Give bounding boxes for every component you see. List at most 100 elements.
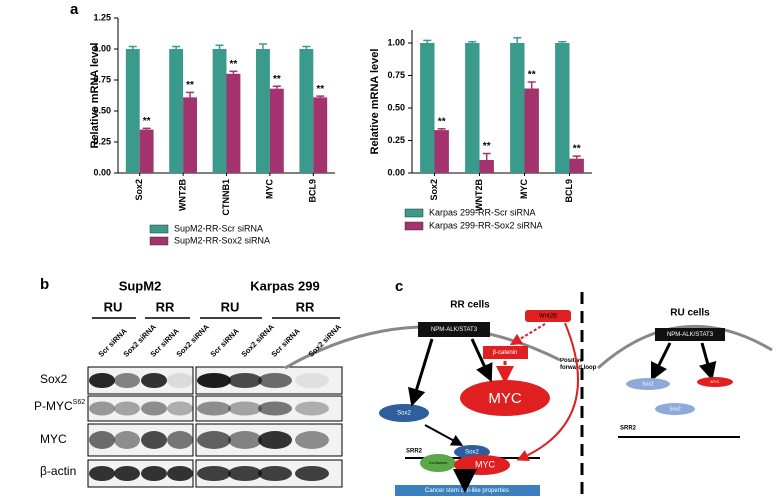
band (89, 431, 115, 449)
bar (465, 43, 480, 173)
bar (434, 130, 449, 173)
arrow (509, 323, 546, 346)
node (655, 403, 695, 415)
node-label: Wnt2B (539, 314, 557, 320)
row-text: P-MYC (34, 399, 73, 413)
arrow (516, 322, 579, 461)
y-tick-label: 0.50 (387, 102, 405, 112)
label: SRR2 (406, 449, 423, 455)
band (114, 401, 140, 416)
value-label: ** (230, 59, 238, 70)
band (89, 401, 115, 416)
band (167, 372, 193, 389)
band (197, 465, 231, 482)
y-tick-label: 0.00 (93, 167, 111, 177)
node-label: Sox2 (642, 381, 654, 387)
band (114, 431, 140, 449)
bar (269, 88, 284, 173)
band (258, 465, 292, 482)
row-label: MYC (40, 432, 67, 446)
band (197, 372, 231, 389)
legend-label: SupM2-RR-Sox2 siRNA (174, 235, 270, 245)
bar (555, 43, 570, 173)
band (141, 372, 167, 389)
band (295, 372, 329, 389)
x-tick-label: CTNNB1 (221, 179, 231, 216)
legend-swatch (149, 236, 169, 246)
bar (420, 43, 435, 173)
title: RR cells (450, 300, 490, 311)
subgroup-label: RR (156, 299, 175, 314)
band (295, 465, 329, 482)
membrane (597, 324, 773, 370)
band (295, 401, 329, 416)
bar (479, 160, 494, 173)
legend-label: Karpas 299-RR-Sox2 siRNA (429, 220, 543, 230)
subgroup-label: RU (221, 299, 240, 314)
arrow (408, 338, 434, 407)
lane-label: Sox2 siRNA (306, 322, 343, 359)
node (626, 378, 670, 390)
y-axis-label: Relative mRNA level (369, 49, 381, 155)
y-tick-label: 0.75 (387, 70, 405, 80)
bar (125, 49, 140, 173)
group-label: Karpas 299 (250, 278, 319, 293)
bar (183, 97, 197, 173)
node-label: Sox2 (465, 450, 479, 456)
node-label: β-catenin (493, 350, 518, 356)
value-label: ** (273, 74, 281, 85)
group-label: SupM2 (119, 278, 162, 293)
band (114, 372, 140, 389)
label: SRR2 (620, 426, 637, 432)
lane-label: Scr siRNA (269, 326, 302, 359)
x-tick-label: WNT2B (474, 179, 484, 211)
legend-label: SupM2-RR-Scr siRNA (174, 223, 263, 233)
row-label: P-MYCS62 (34, 399, 85, 413)
blot-frame (87, 395, 194, 422)
panel-b: b SupM2 Karpas 299 RU RR RU RR Sox2 P-MY… (34, 276, 343, 488)
band (141, 401, 167, 416)
x-tick-label: BCL9 (564, 179, 574, 203)
x-tick-label: BCL9 (308, 179, 318, 203)
blots (87, 366, 343, 488)
subgroup-label: RU (104, 299, 123, 314)
node (483, 346, 528, 359)
value-label: ** (438, 116, 446, 127)
y-tick-label: 1.00 (387, 37, 405, 47)
bar (299, 49, 314, 173)
row-label: Sox2 (40, 372, 68, 386)
value-label: ** (143, 116, 151, 127)
node-label: Sox2 (669, 406, 681, 412)
arrow (470, 338, 493, 383)
band (197, 401, 231, 416)
y-tick-label: 0.75 (93, 74, 111, 84)
node-label: MYC (711, 379, 720, 384)
legend-label: Karpas 299-RR-Scr siRNA (429, 207, 536, 217)
band (197, 431, 231, 449)
bar (510, 43, 525, 173)
band (89, 465, 115, 482)
node (418, 322, 490, 337)
node (697, 377, 733, 387)
y-tick-label: 0.25 (387, 135, 405, 145)
panel-label: a (70, 1, 79, 18)
node-label: Cancer stem cell-like properties (425, 488, 509, 494)
y-tick-label: 1.25 (93, 12, 111, 22)
node-label: MYC (475, 459, 496, 469)
node (460, 380, 550, 416)
bar (313, 97, 328, 173)
bar (139, 129, 154, 173)
bar (169, 49, 184, 173)
arrow (650, 342, 672, 382)
band (258, 401, 292, 416)
band (228, 465, 262, 482)
panel-label: b (40, 276, 49, 293)
band (141, 431, 167, 449)
band (258, 431, 292, 449)
value-label: ** (573, 144, 581, 155)
arrow (698, 342, 717, 381)
x-tick-label: Sox2 (134, 179, 144, 201)
value-label: ** (528, 70, 536, 81)
node-label: Sox2 (397, 411, 411, 417)
